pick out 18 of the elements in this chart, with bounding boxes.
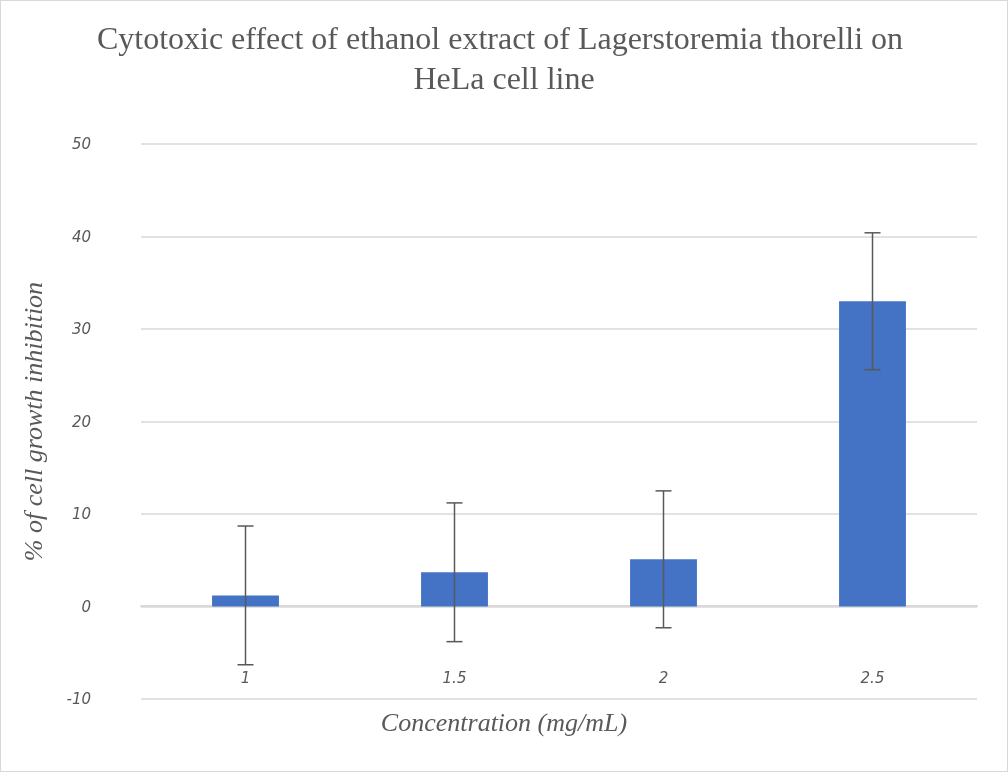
- y-tick-label: 50: [71, 135, 91, 153]
- y-tick-label: 10: [71, 505, 91, 523]
- x-tick-label: 1.5: [442, 668, 467, 687]
- y-tick-label: 20: [71, 412, 91, 431]
- bar: [630, 559, 697, 607]
- y-tick-label: -10: [66, 690, 91, 708]
- bar: [421, 572, 488, 607]
- chart-title: Cytotoxic effect of ethanol extract of Lagerstoremia thorelli on HeLa cell line: [96, 20, 912, 96]
- x-tick-label: 2: [658, 668, 669, 687]
- y-tick-label: 40: [71, 227, 91, 246]
- x-axis-title: Concentration (mg/mL): [380, 707, 628, 737]
- y-axis-title: % of cell growth inhibition: [18, 281, 48, 562]
- y-tick-label: 0: [81, 597, 91, 616]
- bar: [212, 595, 279, 607]
- y-tick-label: 30: [71, 320, 91, 338]
- bar: [839, 301, 906, 607]
- x-tick-label: 1: [240, 668, 251, 687]
- x-tick-label: 2.5: [860, 668, 885, 687]
